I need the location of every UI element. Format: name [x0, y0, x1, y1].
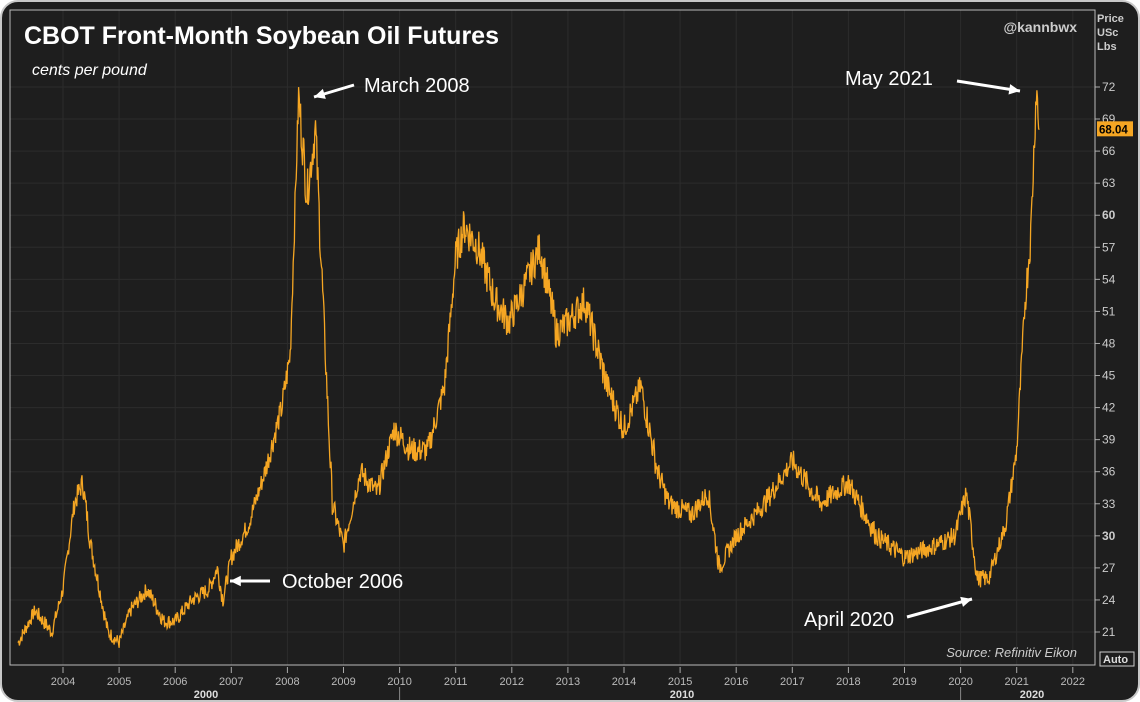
arrow-head-icon: [314, 88, 326, 99]
x-tick-label: 2004: [51, 676, 75, 688]
chart-title: CBOT Front-Month Soybean Oil Futures: [24, 22, 499, 50]
annotation-label: October 2006: [282, 571, 403, 593]
annotation-label: April 2020: [804, 609, 894, 631]
arrow-head-icon: [960, 596, 972, 607]
y-tick-label: 24: [1102, 593, 1116, 607]
y-tick-label: 54: [1102, 272, 1116, 286]
y-axis-label: USc: [1097, 27, 1118, 39]
y-tick-label: 33: [1102, 497, 1116, 511]
y-tick-label: 66: [1102, 144, 1116, 158]
last-value-badge: [1097, 121, 1133, 137]
plot-frame: [9, 9, 1096, 666]
y-tick-label: 63: [1102, 176, 1116, 190]
y-tick-label: 30: [1102, 529, 1116, 543]
y-tick-label: 36: [1102, 465, 1116, 479]
y-tick-label: 48: [1102, 336, 1116, 350]
y-tick-label: 39: [1102, 433, 1116, 447]
annotation-label: May 2021: [845, 68, 933, 90]
x-tick-label: 2010: [387, 676, 411, 688]
x-tick-label: 2021: [1004, 676, 1028, 688]
credit-label: @kannbwx: [1003, 19, 1077, 35]
decade-label: 2000: [194, 689, 218, 700]
x-tick-label: 2009: [331, 676, 355, 688]
decade-label: 2020: [1020, 689, 1044, 700]
y-tick-label: 60: [1102, 208, 1116, 222]
y-tick-label: 42: [1102, 401, 1116, 415]
y-tick-label: 51: [1102, 304, 1116, 318]
y-tick-label: 45: [1102, 369, 1116, 383]
x-tick-label: 2011: [444, 676, 468, 688]
x-tick-label: 2007: [219, 676, 243, 688]
y-tick-label: 21: [1102, 625, 1116, 639]
x-tick-label: 2013: [556, 676, 580, 688]
y-tick-label: 57: [1102, 240, 1116, 254]
y-tick-label: 27: [1102, 561, 1116, 575]
y-axis-label: Lbs: [1097, 41, 1117, 53]
x-tick-label: 2006: [163, 676, 187, 688]
x-tick-label: 2022: [1061, 676, 1085, 688]
annotation-arrow: [906, 597, 973, 619]
x-tick-label: 2019: [892, 676, 916, 688]
source-label: Source: Refinitiv Eikon: [946, 645, 1077, 660]
annotation-label: March 2008: [364, 75, 470, 97]
x-tick-label: 2008: [275, 676, 299, 688]
price-line: [17, 87, 1040, 648]
last-value-label: 68.04: [1099, 124, 1128, 136]
arrow-head-icon: [1008, 84, 1020, 95]
x-tick-label: 2020: [948, 676, 972, 688]
x-tick-label: 2014: [612, 676, 636, 688]
x-tick-label: 2012: [500, 676, 524, 688]
y-tick-label: 72: [1102, 80, 1116, 94]
x-tick-label: 2015: [668, 676, 692, 688]
auto-label: Auto: [1103, 654, 1128, 666]
y-axis-label: Price: [1097, 13, 1124, 25]
x-tick-label: 2005: [107, 676, 131, 688]
decade-label: 2010: [670, 689, 694, 700]
x-tick-label: 2018: [836, 676, 860, 688]
x-tick-label: 2016: [724, 676, 748, 688]
arrow-head-icon: [230, 575, 241, 587]
auto-button: [1099, 651, 1135, 667]
x-tick-label: 2017: [780, 676, 804, 688]
chart-subtitle: cents per pound: [32, 62, 148, 79]
